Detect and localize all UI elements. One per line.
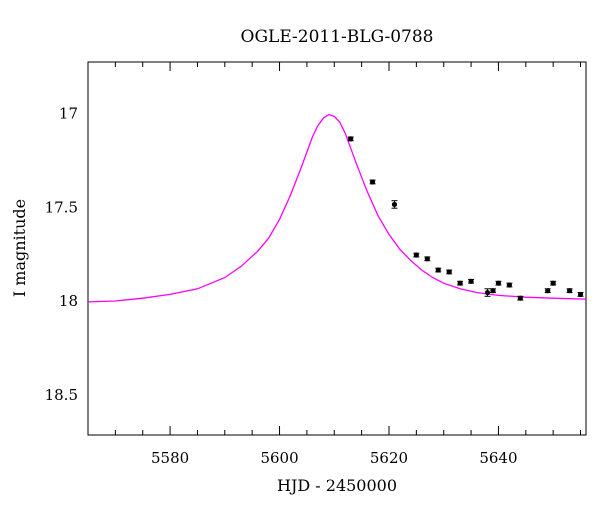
data-point	[413, 252, 419, 258]
y-tick-labels: 17 17.5 18 18.5	[45, 105, 78, 404]
x-tick-labels: 5580 5600 5620 5640	[151, 449, 518, 467]
data-point	[566, 288, 573, 294]
data-point	[369, 179, 376, 185]
y-tick-label: 17.5	[45, 198, 78, 216]
y-axis-label: I magnitude	[10, 199, 29, 297]
data-point	[468, 278, 474, 284]
data-point	[545, 288, 551, 294]
y-tick-label: 18.5	[45, 386, 78, 404]
x-axis-label: HJD - 2450000	[277, 476, 397, 495]
model-curve	[87, 113, 587, 303]
data-point	[391, 201, 398, 208]
x-tick-label: 5620	[370, 449, 408, 467]
data-point	[457, 280, 463, 286]
data-point	[435, 267, 441, 273]
data-point	[446, 269, 452, 275]
x-tick-label: 5580	[151, 449, 189, 467]
data-point	[348, 136, 354, 142]
data-point	[495, 280, 502, 286]
data-point	[490, 288, 496, 294]
data-point	[550, 280, 556, 286]
data-point	[484, 289, 491, 296]
data-point	[577, 291, 584, 298]
data-point	[424, 256, 430, 262]
axis-ticks	[114, 62, 582, 435]
x-tick-label: 5600	[260, 449, 298, 467]
data-point	[517, 295, 523, 301]
data-point	[506, 282, 512, 288]
x-tick-label: 5640	[479, 449, 517, 467]
y-tick-label: 18	[59, 292, 78, 310]
plot-frame	[87, 61, 587, 436]
data-points	[347, 136, 584, 301]
y-tick-label: 17	[59, 105, 78, 123]
chart-title: OGLE-2011-BLG-0788	[241, 27, 434, 47]
